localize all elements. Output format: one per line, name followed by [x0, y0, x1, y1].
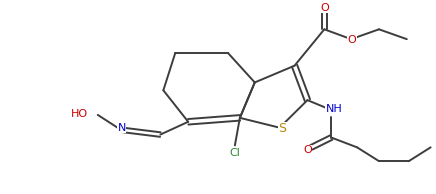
Text: Cl: Cl — [229, 148, 240, 158]
Text: HO: HO — [71, 109, 88, 119]
Text: N: N — [117, 123, 126, 133]
Text: S: S — [279, 122, 286, 135]
Text: O: O — [303, 145, 312, 155]
Text: NH: NH — [326, 104, 343, 114]
Text: O: O — [320, 3, 329, 13]
Text: O: O — [348, 35, 357, 45]
